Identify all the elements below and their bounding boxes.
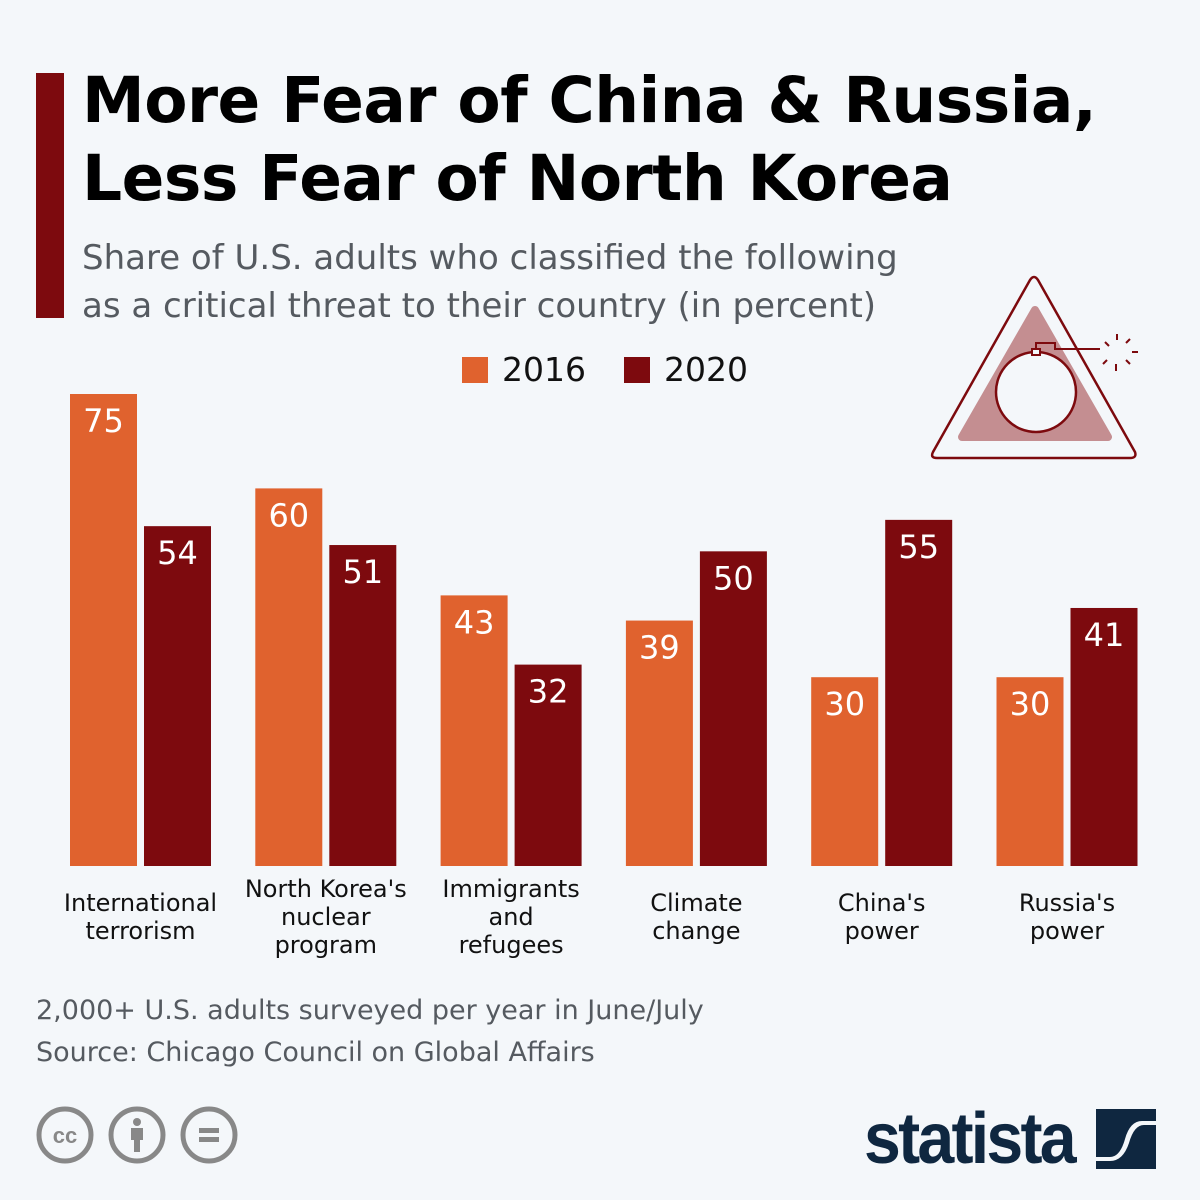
data-label-2016-0: 75 — [83, 402, 124, 440]
category-label-1: program — [275, 931, 377, 959]
data-label-2020-3: 50 — [713, 559, 754, 597]
bar-2016-0 — [70, 394, 137, 866]
data-label-2016-1: 60 — [268, 496, 309, 534]
legend-swatch-2016 — [462, 356, 488, 383]
category-label-3: Climate — [650, 889, 742, 917]
title-line-1: More Fear of China & Russia, — [82, 64, 1097, 137]
category-label-4: power — [845, 917, 919, 945]
category-label-5: Russia's — [1019, 889, 1115, 917]
footer-notes: 2,000+ U.S. adults surveyed per year in … — [36, 990, 704, 1074]
no-derivatives-icon[interactable] — [180, 1106, 238, 1164]
legend-item-2020: 2020 — [623, 350, 748, 389]
category-label-1: North Korea's — [245, 875, 407, 903]
bar-2016-4 — [811, 677, 879, 866]
statista-logo: statista — [864, 1098, 1157, 1180]
legend-item-2016: 2016 — [462, 350, 586, 389]
attribution-icon[interactable] — [108, 1106, 166, 1164]
bar-2016-1 — [255, 488, 323, 866]
bar-2016-2 — [440, 595, 508, 866]
subtitle-line-1: Share of U.S. adults who classified the … — [82, 238, 898, 278]
bar-2020-1 — [329, 545, 397, 866]
legend-label-2016: 2016 — [502, 350, 586, 389]
title-accent-bar — [36, 73, 64, 318]
svg-text:cc: cc — [53, 1123, 77, 1148]
chart-subtitle: Share of U.S. adults who classified the … — [82, 234, 898, 330]
category-label-2: and — [489, 903, 534, 931]
bomb-warning-icon — [930, 275, 1138, 460]
bar-2020-2 — [514, 664, 582, 866]
category-label-4: China's — [838, 889, 926, 917]
data-label-2016-5: 30 — [1010, 685, 1051, 723]
subtitle-line-2: as a critical threat to their country (i… — [82, 286, 877, 326]
data-label-2020-4: 55 — [898, 528, 939, 566]
data-label-2016-3: 39 — [639, 629, 680, 667]
bar-2020-5 — [1070, 607, 1138, 866]
source-note: Source: Chicago Council on Global Affair… — [36, 1037, 595, 1068]
legend-swatch-2020 — [623, 356, 650, 383]
statista-wordmark: statista — [864, 1099, 1077, 1179]
survey-note: 2,000+ U.S. adults surveyed per year in … — [36, 995, 704, 1026]
category-label-0: International — [64, 889, 217, 917]
data-label-2020-0: 54 — [157, 534, 198, 572]
data-label-2016-2: 43 — [454, 603, 495, 641]
category-label-5: power — [1030, 917, 1104, 945]
data-label-2020-2: 32 — [528, 673, 569, 711]
category-label-3: change — [652, 917, 740, 945]
bar-2016-3 — [625, 620, 693, 866]
data-label-2020-1: 51 — [342, 553, 383, 591]
category-label-2: Immigrants — [442, 875, 579, 903]
creative-commons-icon[interactable]: cc — [36, 1106, 94, 1164]
legend: 2016 2020 — [462, 350, 786, 389]
category-label-2: refugees — [459, 931, 564, 959]
title-line-2: Less Fear of North Korea — [82, 142, 953, 215]
statista-logo-mark-icon — [1096, 1109, 1157, 1169]
chart-title: More Fear of China & Russia, Less Fear o… — [82, 62, 1097, 218]
legend-label-2020: 2020 — [663, 350, 748, 389]
data-label-2020-5: 41 — [1084, 616, 1125, 654]
bar-2020-3 — [699, 551, 767, 866]
category-label-0: terrorism — [85, 917, 195, 945]
bar-2020-4 — [885, 519, 953, 866]
license-icons: cc — [36, 1106, 238, 1164]
data-label-2016-4: 30 — [824, 685, 865, 723]
bar-2016-5 — [996, 677, 1064, 866]
category-label-1: nuclear — [281, 903, 371, 931]
bar-2020-0 — [144, 526, 211, 866]
